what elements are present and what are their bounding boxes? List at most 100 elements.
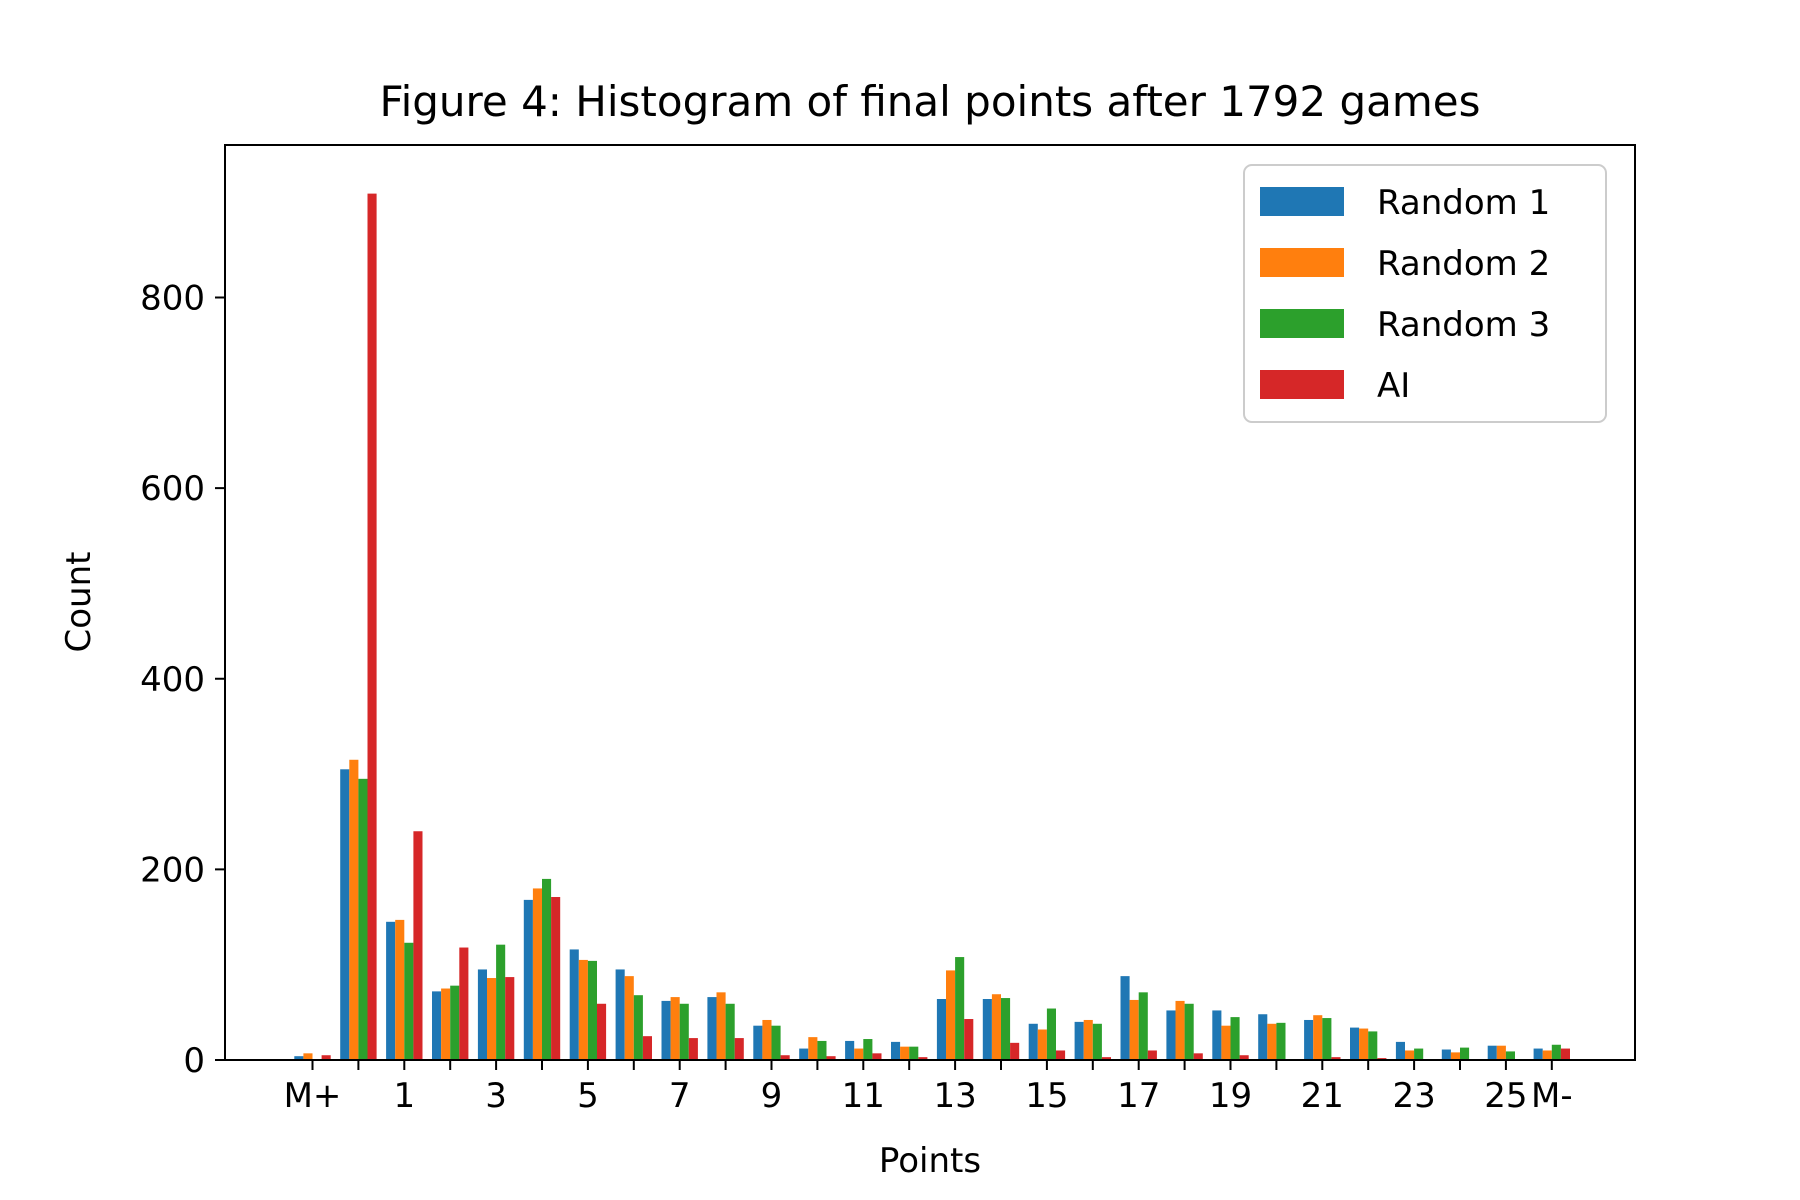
bar-random-2-17	[1129, 999, 1139, 1060]
bar-random-1-19	[1212, 1010, 1222, 1060]
bar-random-3-25	[1505, 1051, 1515, 1060]
bar-random-3-17	[1138, 992, 1148, 1060]
bar-random-2-9	[762, 1019, 772, 1060]
bar-ai-4	[551, 897, 561, 1060]
x-axis: M+ 1 3 5 7 9 11 13 15 17 19 21 23 25 M-	[284, 1060, 1573, 1116]
bar-random-2-0	[349, 759, 359, 1060]
bar-random-1-5	[569, 949, 579, 1060]
bar-random-1-20	[1258, 1014, 1268, 1060]
bar-random-1-16	[1074, 1021, 1084, 1061]
chart-title: Figure 4: Histogram of final points afte…	[379, 77, 1480, 126]
bar-ai-21	[1331, 1057, 1341, 1060]
bar-random-3-21	[1322, 1018, 1332, 1060]
bar-random-3-14	[1001, 998, 1011, 1060]
y-tick-label: 600	[140, 469, 205, 509]
x-tick-label: 19	[1209, 1076, 1252, 1116]
bar-random-1-14	[982, 999, 992, 1060]
bar-random-3-11	[863, 1039, 873, 1060]
y-tick-label: 400	[140, 660, 205, 700]
bar-random-3-7	[679, 1003, 689, 1060]
bar-random-1-mplus	[294, 1056, 304, 1060]
bar-random-3-22	[1368, 1031, 1378, 1060]
x-tick-label: 25	[1484, 1076, 1527, 1116]
bar-ai-18	[1193, 1053, 1203, 1060]
bar-random-1-0	[340, 769, 350, 1060]
bar-random-2-19	[1221, 1025, 1231, 1060]
bar-random-2-25	[1496, 1045, 1506, 1060]
bar-ai-8	[734, 1038, 744, 1060]
bar-random-2-1	[395, 919, 405, 1060]
bar-random-2-16	[1083, 1019, 1093, 1060]
bar-random-1-3	[477, 969, 487, 1060]
bar-random-1-13	[936, 999, 946, 1060]
bar-random-1-4	[523, 899, 533, 1061]
bar-random-2-10	[808, 1037, 818, 1061]
bar-ai-7	[688, 1038, 698, 1060]
bar-ai-2	[459, 947, 469, 1060]
x-axis-label: Points	[879, 1141, 981, 1181]
bar-random-3-24	[1460, 1047, 1470, 1060]
bar-random-1-mminus	[1533, 1048, 1543, 1060]
bar-random-3-20	[1276, 1022, 1286, 1060]
bar-random-2-2	[441, 988, 451, 1060]
bar-random-2-18	[1175, 1000, 1185, 1060]
bar-ai-12	[918, 1057, 928, 1060]
bar-random-2-21	[1313, 1015, 1323, 1060]
bar-random-2-14	[991, 994, 1001, 1060]
bar-random-2-15	[1037, 1029, 1047, 1060]
x-tick-label: 1	[393, 1076, 415, 1116]
bar-random-2-mplus	[303, 1053, 313, 1060]
bar-random-3-19	[1230, 1017, 1240, 1060]
bar-random-1-15	[1028, 1023, 1038, 1060]
bar-random-1-11	[845, 1040, 855, 1060]
bar-ai-19	[1239, 1055, 1249, 1060]
plot-frame	[224, 144, 1636, 1061]
bar-random-3-23	[1414, 1048, 1424, 1060]
legend-label-ai: AI	[1377, 366, 1410, 406]
bar-random-3-4	[542, 878, 552, 1060]
bar-random-2-22	[1359, 1028, 1369, 1060]
bar-ai-15	[1056, 1050, 1066, 1060]
bar-ai-13	[964, 1019, 974, 1060]
legend-label-random-2: Random 2	[1377, 244, 1550, 284]
x-tick-label: M+	[284, 1076, 342, 1116]
bar-random-3-2	[450, 985, 460, 1060]
bar-random-1-22	[1350, 1027, 1360, 1060]
legend: Random 1 Random 2 Random 3 AI	[1243, 164, 1607, 423]
y-axis: 0 200 400 600 800	[140, 279, 225, 1081]
bar-random-1-25	[1487, 1045, 1497, 1060]
bar-ai-5	[597, 1003, 607, 1060]
y-tick-label: 200	[140, 850, 205, 890]
bar-random-1-24	[1441, 1049, 1451, 1060]
bar-random-1-17	[1120, 976, 1130, 1061]
bar-random-3-1	[404, 942, 414, 1060]
y-tick-label: 800	[140, 279, 205, 319]
x-tick-label: 7	[669, 1076, 691, 1116]
bar-random-2-5	[578, 959, 588, 1060]
bar-random-3-10	[817, 1040, 827, 1060]
bar-random-2-6	[624, 976, 634, 1061]
bar-random-2-mminus	[1542, 1050, 1552, 1060]
x-tick-label: 9	[761, 1076, 783, 1116]
bar-ai-1	[413, 831, 423, 1060]
bar-random-2-13	[946, 970, 956, 1060]
bar-random-2-7	[670, 997, 680, 1060]
bar-random-3-5	[587, 960, 597, 1061]
bar-ai-11	[872, 1053, 882, 1060]
bar-random-1-23	[1395, 1041, 1405, 1060]
x-tick-label: 11	[842, 1076, 885, 1116]
bar-random-1-10	[799, 1048, 809, 1060]
bar-random-2-11	[854, 1048, 864, 1060]
x-tick-label: 17	[1117, 1076, 1160, 1116]
bar-random-1-7	[661, 1000, 671, 1060]
bar-ai-6	[642, 1036, 652, 1060]
bar-random-3-0	[358, 778, 368, 1060]
bar-random-1-2	[432, 991, 442, 1061]
legend-swatch-ai	[1260, 370, 1344, 399]
bar-random-3-15	[1046, 1008, 1056, 1060]
x-tick-label: 5	[577, 1076, 599, 1116]
bar-random-1-21	[1304, 1019, 1314, 1060]
legend-box	[1243, 164, 1607, 423]
bar-random-2-23	[1405, 1050, 1415, 1060]
legend-label-random-1: Random 1	[1377, 183, 1550, 223]
